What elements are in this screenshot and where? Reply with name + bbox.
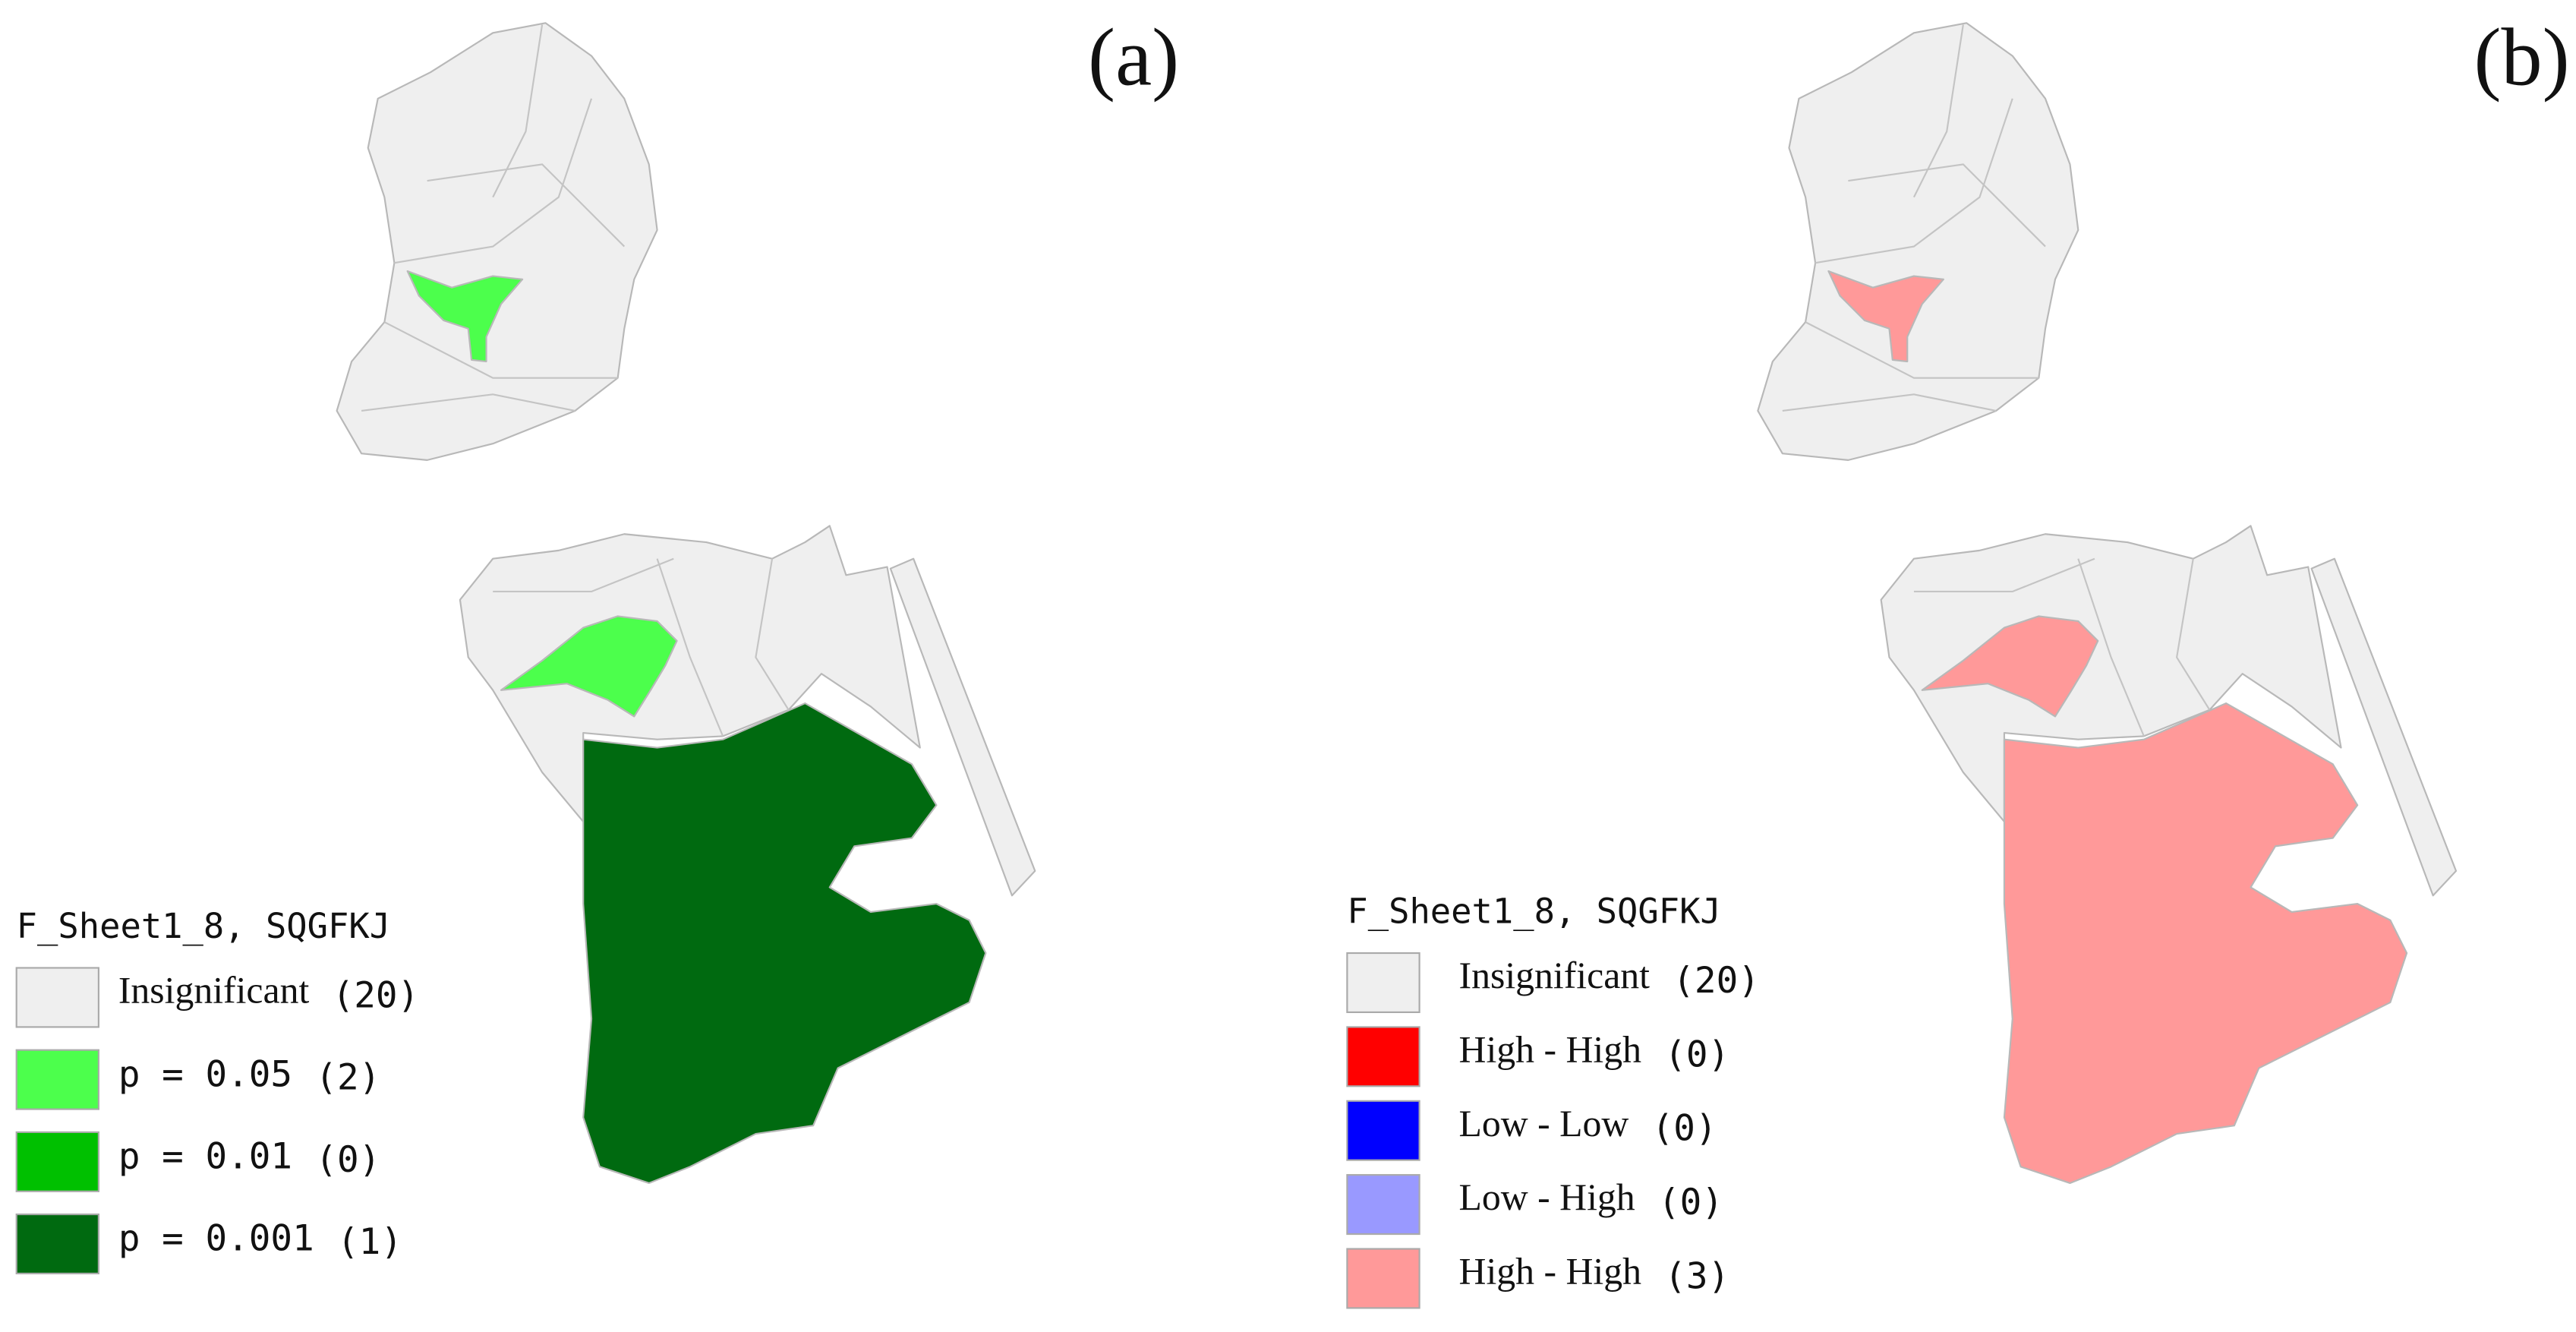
legend-item: Insignificant (20) (15, 967, 420, 1028)
district-border (1815, 98, 2013, 264)
map-region (582, 702, 987, 1185)
legend-label: p = 0.001 (118, 1218, 314, 1260)
legend-item: p = 0.01 (0) (15, 1131, 380, 1192)
district-border (383, 321, 618, 379)
legend-count: (0) (1664, 1034, 1729, 1075)
panel: (b) F_Sheet1_8, SQGFKJ Insignificant (20) Hi… (1346, 12, 2570, 1309)
map (336, 22, 1036, 1185)
legend-count: (0) (1652, 1108, 1717, 1150)
district-border (394, 98, 593, 264)
district-border (1782, 393, 1997, 412)
legend-count: (2) (315, 1057, 380, 1099)
legend-count: (3) (1664, 1255, 1729, 1297)
district-border (1913, 557, 2095, 593)
legend-count: (20) (1673, 960, 1760, 1002)
legend-swatch (15, 1213, 99, 1275)
district-border (1805, 321, 2039, 379)
district-border (656, 558, 724, 737)
legend-swatch (1346, 952, 1420, 1014)
legend-item: High - High (3) (1346, 1248, 1729, 1309)
legend-title: F_Sheet1_8, SQGFKJ (1347, 892, 1720, 932)
map-region (2003, 702, 2408, 1185)
district-border (1912, 24, 1964, 198)
map-region (1827, 270, 1944, 363)
legend-item: High - High (0) (1346, 1026, 1729, 1087)
map-region (336, 22, 658, 461)
legend-swatch (15, 1131, 99, 1192)
legend-count: (0) (1658, 1182, 1723, 1223)
legend-item: Low - High (0) (1346, 1174, 1723, 1236)
district-border (1848, 163, 2046, 248)
legend-label: p = 0.05 (118, 1053, 292, 1095)
legend-label: High - High (1459, 1251, 1642, 1293)
legend-label: Insignificant (1459, 955, 1651, 996)
district-border (361, 393, 575, 412)
district-border (492, 24, 544, 198)
map-region (500, 615, 678, 718)
legend-swatch (15, 967, 99, 1028)
panel: (a) F_Sheet1_8, SQGFKJ Insignificant (20) p … (15, 12, 1179, 1275)
district-border (2077, 558, 2145, 737)
legend-swatch (15, 1049, 99, 1110)
legend-label: Low - Low (1459, 1103, 1629, 1144)
legend-swatch (1346, 1026, 1420, 1087)
legend-item: p = 0.05 (2) (15, 1049, 380, 1110)
legend-count: (0) (315, 1139, 380, 1181)
legend-swatch (1346, 1248, 1420, 1309)
panel-label: (a) (1088, 12, 1179, 103)
legend-count: (20) (333, 974, 420, 1016)
map-region (1880, 525, 2342, 822)
map-region (2310, 557, 2458, 897)
legend-count: (1) (337, 1221, 402, 1263)
legend: F_Sheet1_8, SQGFKJ Insignificant (20) High … (1346, 892, 1760, 1309)
district-border (427, 163, 626, 248)
legend-label: Insignificant (118, 970, 310, 1012)
legend-item: Insignificant (20) (1346, 952, 1760, 1014)
legend-title: F_Sheet1_8, SQGFKJ (17, 906, 390, 946)
legend-label: Low - High (1459, 1176, 1635, 1218)
legend-item: p = 0.001 (1) (15, 1213, 402, 1275)
map-region (1757, 22, 2079, 461)
legend: F_Sheet1_8, SQGFKJ Insignificant (20) p = 0… (15, 906, 420, 1275)
legend-swatch (1346, 1174, 1420, 1236)
map-region (889, 557, 1036, 897)
panel-label: (b) (2474, 12, 2569, 103)
map-region (1921, 615, 2099, 718)
legend-label: p = 0.01 (118, 1135, 292, 1177)
legend-item: Low - Low (0) (1346, 1100, 1717, 1161)
legend-label: High - High (1459, 1028, 1642, 1070)
district-border (2175, 558, 2211, 711)
district-border (755, 558, 790, 711)
district-border (493, 557, 674, 593)
map (1757, 22, 2458, 1185)
map-region (459, 525, 921, 822)
legend-swatch (1346, 1100, 1420, 1161)
map-region (406, 270, 524, 363)
